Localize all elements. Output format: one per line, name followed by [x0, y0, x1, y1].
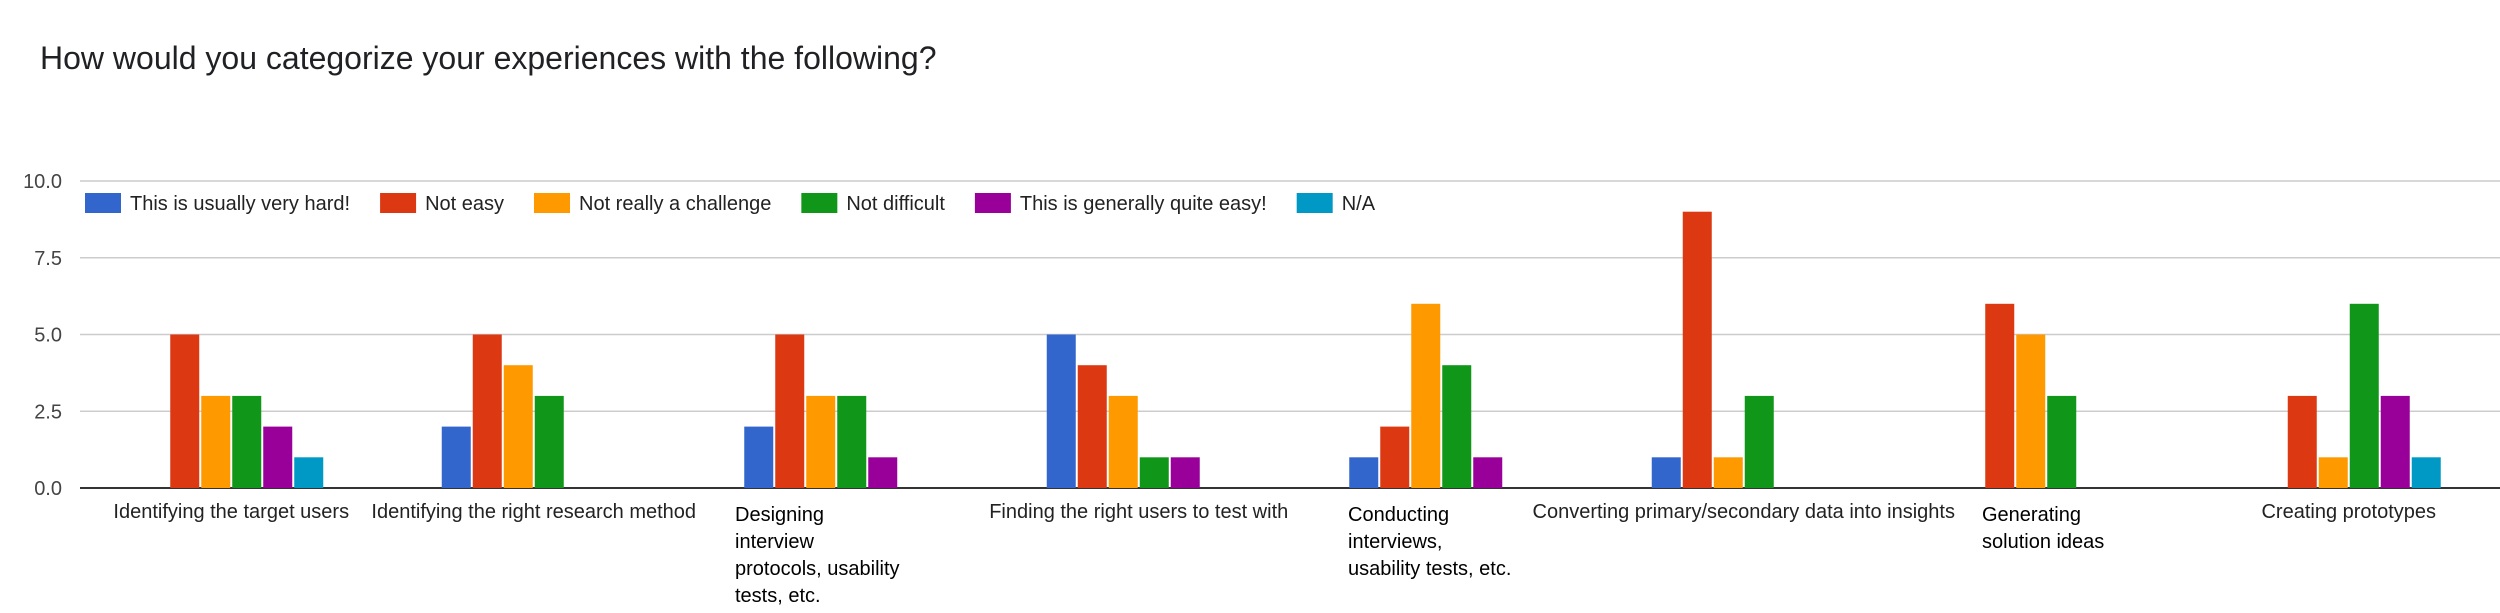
bar-not-difficult[interactable] [837, 395, 867, 488]
y-tick-label: 5.0 [34, 325, 62, 347]
y-tick-labels: 0.0 2.5 5.0 7.5 10.0 [23, 171, 62, 500]
bar-not-easy[interactable] [472, 334, 502, 489]
legend-swatch [1296, 193, 1333, 213]
bar-this-is-usually-very-hard[interactable] [1046, 334, 1076, 489]
bar-this-is-usually-very-hard[interactable] [1651, 457, 1681, 488]
bar-not-really-a-challenge[interactable] [2016, 334, 2046, 489]
y-tick-label: 7.5 [34, 248, 62, 270]
legend-item-n-a[interactable]: N/A [1296, 193, 1376, 215]
bar-not-easy[interactable] [2287, 395, 2317, 488]
bar-not-really-a-challenge[interactable] [2318, 457, 2348, 488]
bar-not-difficult[interactable] [534, 395, 564, 488]
bar-not-really-a-challenge[interactable] [1713, 457, 1743, 488]
legend-item-not-easy[interactable]: Not easy [380, 193, 504, 215]
bar-not-difficult[interactable] [1744, 395, 1774, 488]
bar-group-generating-solution-ideas [1985, 303, 2077, 489]
bar-this-is-generally-quite-easy[interactable] [2380, 395, 2410, 488]
category-label: Creating prototypes [2261, 501, 2436, 523]
legend-label: This is usually very hard! [130, 193, 350, 215]
bar-not-difficult[interactable] [1442, 365, 1472, 488]
legend-swatch [534, 193, 571, 213]
legend-swatch [801, 193, 838, 213]
legend: This is usually very hard! Not easy Not re… [85, 193, 1376, 215]
bar-n-a[interactable] [2411, 457, 2441, 488]
bar-not-really-a-challenge[interactable] [503, 365, 533, 488]
bar-group-converting-primary-secondary-data-into-insights [1651, 211, 1774, 488]
bar-this-is-generally-quite-easy[interactable] [868, 457, 898, 488]
category-label: Identifying the target users [113, 501, 349, 523]
bar-not-easy[interactable] [1682, 211, 1712, 488]
bar-group-identifying-the-target-users [170, 334, 324, 489]
bar-this-is-generally-quite-easy[interactable] [1170, 457, 1200, 488]
legend-swatch [380, 193, 417, 213]
chart-title: How would you categorize your experience… [40, 40, 937, 76]
legend-swatch [85, 193, 121, 213]
bar-group-conducting-interviews-usability-tests-etc [1349, 303, 1503, 488]
bar-not-really-a-challenge[interactable] [1108, 395, 1138, 488]
bar-not-really-a-challenge[interactable] [806, 395, 836, 488]
legend-label: Not difficult [846, 193, 945, 215]
legend-item-not-difficult[interactable]: Not difficult [801, 193, 945, 215]
bar-group-designing-interview-protocols-usability-tests-etc [744, 334, 898, 489]
bar-not-really-a-challenge[interactable] [201, 395, 231, 488]
y-tick-label: 10.0 [23, 171, 62, 193]
bar-this-is-usually-very-hard[interactable] [441, 426, 471, 488]
bar-group-identifying-the-right-research-method [441, 334, 564, 489]
bar-not-really-a-challenge[interactable] [1411, 303, 1441, 488]
bar-not-easy[interactable] [170, 334, 200, 489]
legend-item-not-really-a-challenge[interactable]: Not really a challenge [534, 193, 771, 215]
category-label: Generating solution ideas [1982, 504, 2104, 553]
bar-this-is-usually-very-hard[interactable] [744, 426, 774, 488]
category-label: Conducting interviews, usability tests, et… [1348, 504, 1511, 580]
bar-not-difficult[interactable] [2349, 303, 2379, 488]
legend-item-this-is-generally-quite-easy[interactable]: This is generally quite easy! [974, 193, 1267, 215]
category-label: Converting primary/secondary data into i… [1533, 501, 1955, 523]
bar-this-is-generally-quite-easy[interactable] [1473, 457, 1503, 488]
bar-group-finding-the-right-users-to-test-with [1046, 334, 1200, 489]
bar-not-easy[interactable] [1380, 426, 1410, 488]
y-tick-label: 2.5 [34, 401, 62, 423]
bar-this-is-generally-quite-easy[interactable] [263, 426, 293, 488]
bar-not-easy[interactable] [1077, 365, 1107, 488]
bar-not-easy[interactable] [775, 334, 805, 489]
bar-not-difficult[interactable] [2047, 395, 2077, 488]
y-tick-label: 0.0 [34, 478, 62, 500]
legend-swatch [974, 193, 1011, 213]
legend-label: Not really a challenge [579, 193, 771, 215]
legend-label: Not easy [425, 193, 504, 215]
category-label: Finding the right users to test with [989, 501, 1288, 523]
legend-label: N/A [1342, 193, 1376, 215]
bar-not-difficult[interactable] [1139, 457, 1169, 488]
category-label: Identifying the right research method [371, 501, 696, 523]
bar-group-creating-prototypes [2287, 303, 2441, 488]
bar-n-a[interactable] [294, 457, 324, 488]
legend-label: This is generally quite easy! [1020, 193, 1267, 215]
legend-item-this-is-usually-very-hard[interactable]: This is usually very hard! [85, 193, 350, 215]
category-labels: Identifying the target users Identifying … [113, 501, 2436, 607]
bar-not-easy[interactable] [1985, 303, 2015, 488]
bar-series [170, 211, 2441, 489]
bar-not-difficult[interactable] [232, 395, 262, 488]
category-label: Designing interview protocols, usability te… [735, 504, 900, 607]
bar-this-is-usually-very-hard[interactable] [1349, 457, 1379, 488]
